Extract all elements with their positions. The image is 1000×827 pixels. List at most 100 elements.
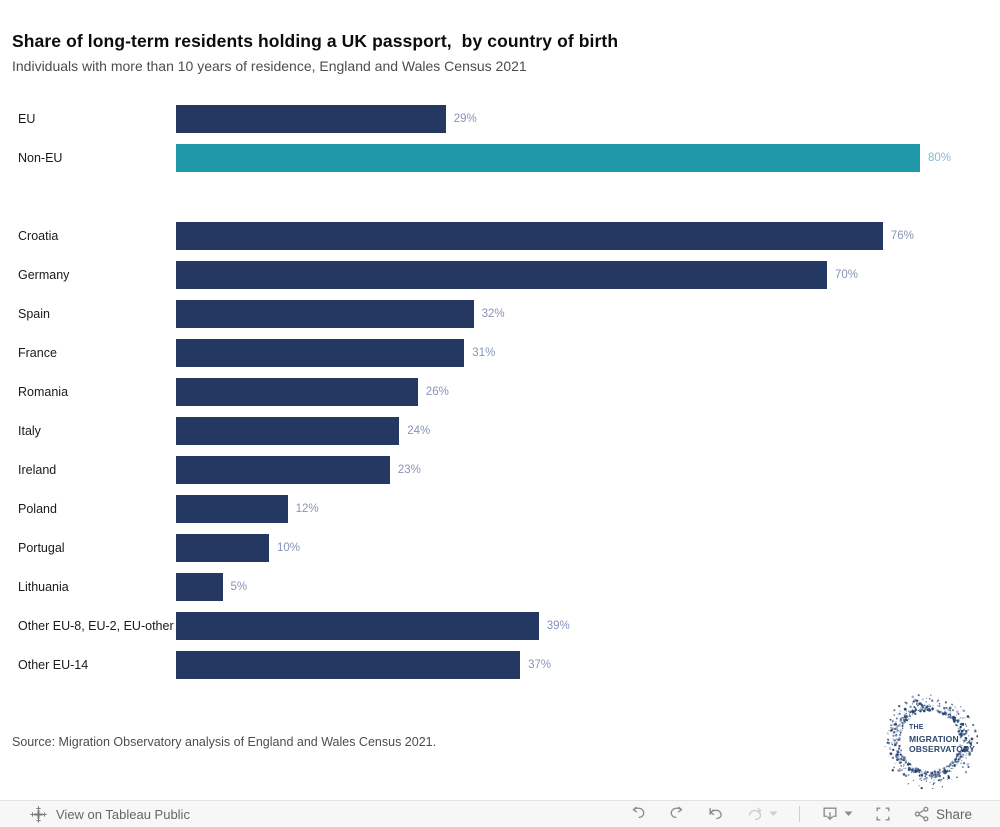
- bar-row: Spain 32%: [18, 300, 994, 328]
- bar-group-summary: EU 29% Non-EU 80%: [18, 105, 994, 172]
- bar-track: 37%: [176, 651, 994, 679]
- bar[interactable]: [176, 378, 418, 406]
- tableau-logo-icon: [30, 805, 47, 823]
- logo-text: THE MIGRATION OBSERVATORY: [909, 723, 975, 755]
- bar-track: 29%: [176, 105, 994, 133]
- value-label: 39%: [546, 620, 570, 632]
- view-on-tableau-public-link[interactable]: View on Tableau Public: [30, 805, 190, 823]
- download-caret-icon: [844, 811, 853, 816]
- redo-icon: [670, 806, 683, 819]
- category-label[interactable]: Poland: [18, 502, 57, 516]
- bar[interactable]: [176, 495, 288, 523]
- category-label[interactable]: EU: [18, 112, 36, 126]
- category-label[interactable]: Italy: [18, 424, 41, 438]
- refresh-caret-icon: [769, 811, 778, 816]
- toolbar-actions: Share: [629, 805, 972, 823]
- bar-row: Italy 24%: [18, 417, 994, 445]
- share-icon: [914, 806, 929, 822]
- category-label[interactable]: Germany: [18, 268, 70, 282]
- value-label: 23%: [397, 464, 421, 476]
- toolbar-separator: [798, 806, 800, 822]
- bar-group-countries: Croatia 76% Germany 70% Spain 32% France 31% Rom…: [18, 222, 994, 679]
- undo-button[interactable]: [629, 805, 647, 823]
- bar-row: Ireland 23%: [18, 456, 994, 484]
- category-label[interactable]: Non-EU: [18, 151, 63, 165]
- chart-subtitle: Individuals with more than 10 years of r…: [12, 58, 527, 74]
- tableau-toolbar: View on Tableau Public: [0, 800, 1000, 827]
- category-label[interactable]: Other EU-14: [18, 658, 89, 672]
- bar[interactable]: [176, 261, 827, 289]
- refresh-button[interactable]: [746, 805, 778, 823]
- undo-icon: [632, 806, 645, 819]
- bar[interactable]: [176, 651, 521, 679]
- bar-row: Other EU-8, EU-2, EU-other 39%: [18, 612, 994, 640]
- bar-track: 31%: [176, 339, 994, 367]
- fullscreen-icon: [876, 807, 890, 821]
- bar-track: 23%: [176, 456, 994, 484]
- category-label[interactable]: Ireland: [18, 463, 57, 477]
- bar-row: Romania 26%: [18, 378, 994, 406]
- value-label: 37%: [528, 659, 552, 671]
- download-icon: [823, 807, 837, 821]
- category-label[interactable]: Romania: [18, 385, 69, 399]
- share-label: Share: [935, 806, 972, 822]
- category-label[interactable]: France: [18, 346, 57, 360]
- bar-track: 70%: [176, 261, 994, 289]
- bar[interactable]: [176, 534, 269, 562]
- value-label: 76%: [890, 230, 914, 242]
- category-label[interactable]: Spain: [18, 307, 50, 321]
- value-label: 29%: [453, 113, 477, 125]
- group-spacer: [18, 183, 994, 222]
- value-label: 32%: [481, 308, 505, 320]
- category-label[interactable]: Other EU-8, EU-2, EU-other: [18, 619, 174, 633]
- tableau-viz: Share of long-term residents holding a U…: [12, 31, 994, 789]
- category-label[interactable]: Croatia: [18, 229, 59, 243]
- fullscreen-button[interactable]: [874, 805, 892, 823]
- bar-track: 39%: [176, 612, 994, 640]
- category-label[interactable]: Lithuania: [18, 580, 69, 594]
- bar-track: 26%: [176, 378, 994, 406]
- redo-button[interactable]: [668, 805, 686, 823]
- bar-row: Croatia 76%: [18, 222, 994, 250]
- download-button[interactable]: [821, 805, 853, 823]
- bar-track: 5%: [176, 573, 994, 601]
- bar[interactable]: [176, 612, 539, 640]
- bar-track: 24%: [176, 417, 994, 445]
- bar-row: EU 29%: [18, 105, 994, 133]
- bar-row: France 31%: [18, 339, 994, 367]
- logo-line-3: OBSERVATORY: [909, 744, 975, 754]
- source-note: Source: Migration Observatory analysis o…: [12, 735, 437, 749]
- view-on-tableau-public-label: View on Tableau Public: [56, 806, 190, 822]
- bar-row: Lithuania 5%: [18, 573, 994, 601]
- bar[interactable]: [176, 222, 883, 250]
- value-label: 80%: [928, 152, 952, 164]
- logo-line-1: THE: [909, 724, 924, 731]
- chart-title: Share of long-term residents holding a U…: [12, 31, 619, 51]
- value-label: 31%: [472, 347, 496, 359]
- bar-chart: EU 29% Non-EU 80% Croatia 76% Germany 70% Spain…: [18, 105, 994, 690]
- bar[interactable]: [176, 417, 400, 445]
- bar-row: Germany 70%: [18, 261, 994, 289]
- bar-track: 10%: [176, 534, 994, 562]
- value-label: 12%: [295, 503, 319, 515]
- value-label: 10%: [277, 542, 301, 554]
- value-label: 24%: [407, 425, 431, 437]
- bar[interactable]: [176, 456, 390, 484]
- revert-button[interactable]: [707, 805, 725, 823]
- bar-track: 76%: [176, 222, 994, 250]
- bar[interactable]: [176, 339, 465, 367]
- bar-row: Non-EU 80%: [18, 144, 994, 172]
- bar-row: Poland 12%: [18, 495, 994, 523]
- revert-icon: [709, 808, 722, 820]
- migration-observatory-logo: THE MIGRATION OBSERVATORY: [882, 693, 978, 789]
- value-label: 26%: [425, 386, 449, 398]
- bar[interactable]: [176, 573, 223, 601]
- value-label: 5%: [230, 581, 248, 593]
- category-label[interactable]: Portugal: [18, 541, 65, 555]
- value-label: 70%: [835, 269, 859, 281]
- bar[interactable]: [176, 300, 474, 328]
- bar-track: 80%: [176, 144, 994, 172]
- bar[interactable]: [176, 144, 920, 172]
- bar[interactable]: [176, 105, 446, 133]
- share-button[interactable]: Share: [913, 805, 972, 823]
